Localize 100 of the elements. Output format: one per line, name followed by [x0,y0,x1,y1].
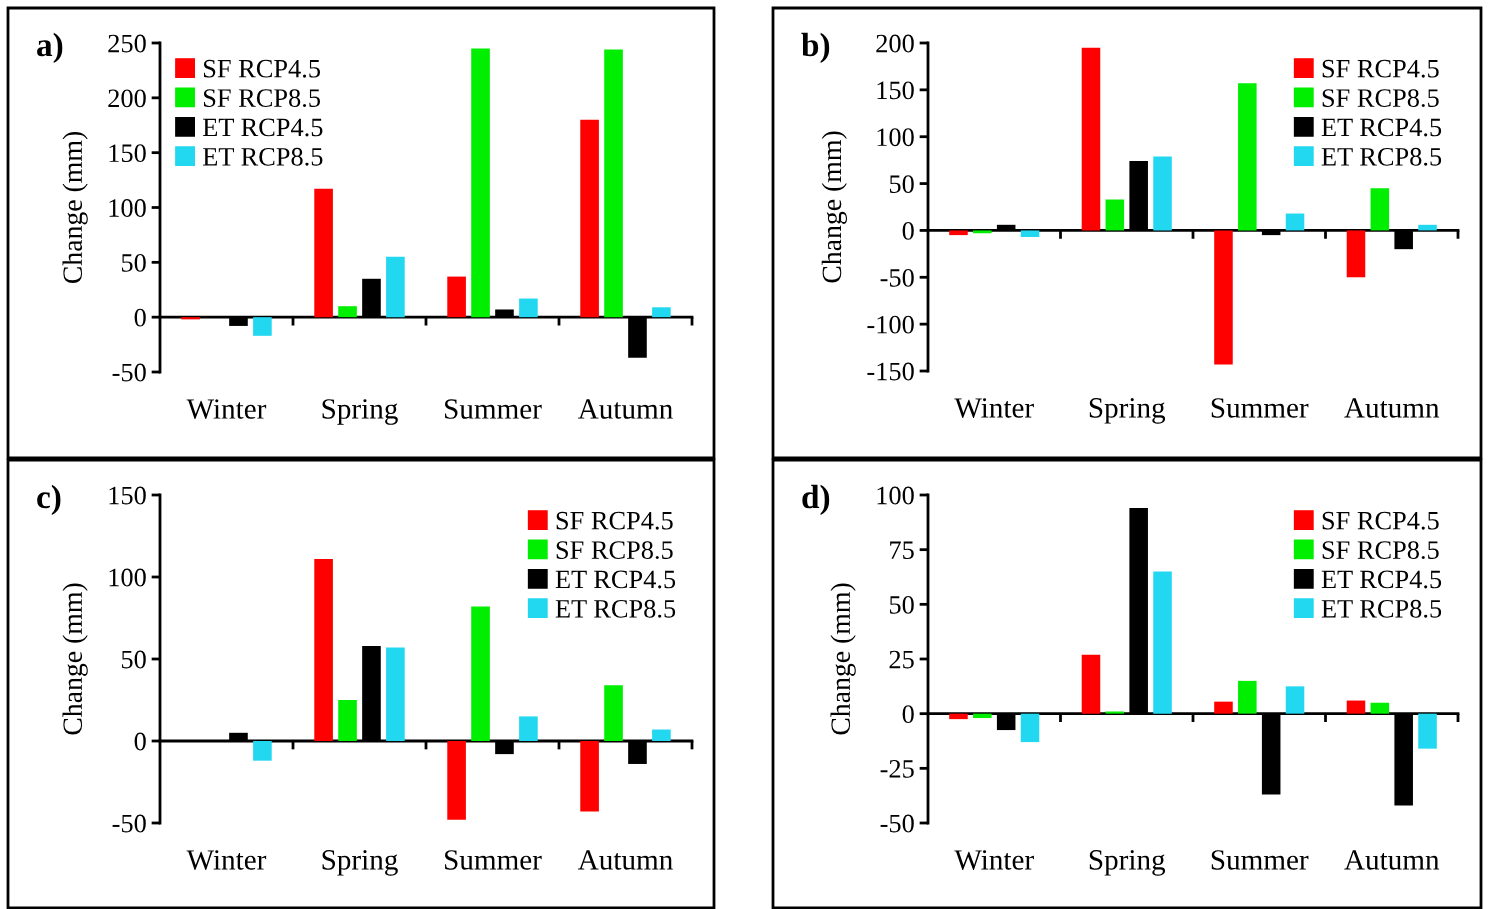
bar [386,647,405,741]
bar [949,230,968,236]
y-tick-label: 150 [109,144,146,163]
y-tick-label: 50 [121,253,146,272]
x-tick-label: Summer [445,399,542,419]
y-axis-title: Change (mm) [62,583,88,735]
bar [386,256,405,318]
bar [1214,701,1233,714]
legend-label: ET RCP8.5 [202,147,323,166]
bar [973,713,992,719]
legend-label: SF RCP8.5 [203,89,321,108]
bar [314,558,333,741]
bar [253,741,272,761]
y-tick-label: 200 [876,34,914,53]
bar [1081,654,1101,714]
bar [580,741,599,812]
bar [519,298,538,318]
x-tick-label: Spring [1089,398,1166,424]
bar [580,119,599,318]
x-tick-label: Winter [954,398,1034,418]
y-tick-label: 0 [134,732,146,751]
y-tick-label: 250 [108,34,146,53]
legend-label: ET RCP4.5 [202,118,323,137]
x-tick-label: Autumn [577,399,673,419]
y-tick-label: 100 [109,199,146,217]
text: d) [802,484,830,516]
y-axis-title: Change (mm) [821,131,847,283]
x-tick-label: Summer [1211,850,1309,870]
x-tick-label: Spring [1089,850,1166,876]
bar [973,230,992,234]
y-tick-label: 0 [134,308,146,327]
y-tick-label: 0 [902,222,914,240]
text: b) [801,32,830,64]
legend-label: ET RCP8.5 [1321,599,1442,618]
legend-label: SF RCP4.5 [556,511,673,530]
legend-label: SF RCP8.5 [1322,541,1439,560]
y-tick-label: 150 [109,486,146,505]
y-tick-label: 100 [877,486,914,505]
y-tick-label: 100 [109,568,146,587]
legend-label: SF RCP8.5 [1322,89,1439,108]
y-tick-label: 50 [889,175,914,193]
bar [1418,713,1437,749]
x-tick-label: Autumn [1344,850,1440,870]
bar [181,317,200,320]
bar [1153,571,1172,714]
bar [1105,711,1125,714]
bar [447,741,466,820]
y-tick-label: -50 [112,814,146,833]
y-tick-label: -50 [880,814,914,833]
legend-label: SF RCP4.5 [1322,511,1439,530]
bar [471,48,490,318]
bar [338,700,357,741]
legend-label: SF RCP8.5 [556,541,673,560]
legend-label: ET RCP4.5 [1321,570,1442,589]
bar [1105,199,1125,231]
x-tick-label: Autumn [577,850,673,870]
bar [1081,47,1101,231]
bar [1238,83,1257,231]
legend-label: ET RCP4.5 [1321,118,1442,137]
y-tick-label: 150 [877,81,914,100]
y-tick-label: 25 [889,650,914,669]
bar [471,606,490,741]
legend-label: ET RCP8.5 [1321,147,1442,166]
x-tick-label: Summer [1211,398,1309,418]
bar [1346,700,1366,714]
y-tick-label: 50 [121,650,146,669]
legend-label: ET RCP4.5 [555,570,676,589]
x-tick-label: Winter [186,399,267,419]
bar [1418,224,1437,231]
bar [1370,702,1390,714]
bar [604,685,623,741]
bar [519,716,538,741]
y-tick-label: 75 [890,541,914,560]
y-tick-label: -50 [112,363,146,382]
y-axis-title: Change (mm) [62,131,88,284]
y-tick-label: 200 [108,89,146,108]
y-tick-label: -100 [867,315,914,334]
y-tick-label: 100 [877,128,914,147]
bar [1346,230,1366,278]
legend-label: SF RCP4.5 [203,59,321,78]
y-tick-label: -150 [867,362,914,381]
bar [447,276,466,318]
x-tick-label: Summer [445,850,542,870]
y-tick-label: -25 [880,760,914,778]
y-tick-label: 0 [902,705,914,724]
bar [1153,156,1172,231]
x-tick-label: Spring [322,399,398,425]
bar [314,188,333,318]
bar [1020,230,1040,237]
legend-label: SF RCP4.5 [1322,59,1439,78]
y-axis-title: Change (mm) [830,583,856,735]
bar [1285,213,1305,231]
bar [604,49,623,318]
bar [652,307,671,318]
bar [1285,686,1305,714]
y-tick-label: 50 [889,595,914,614]
x-tick-label: Autumn [1344,398,1440,418]
bar [1370,188,1390,231]
text: a) [37,32,63,64]
x-tick-label: Winter [186,850,267,870]
